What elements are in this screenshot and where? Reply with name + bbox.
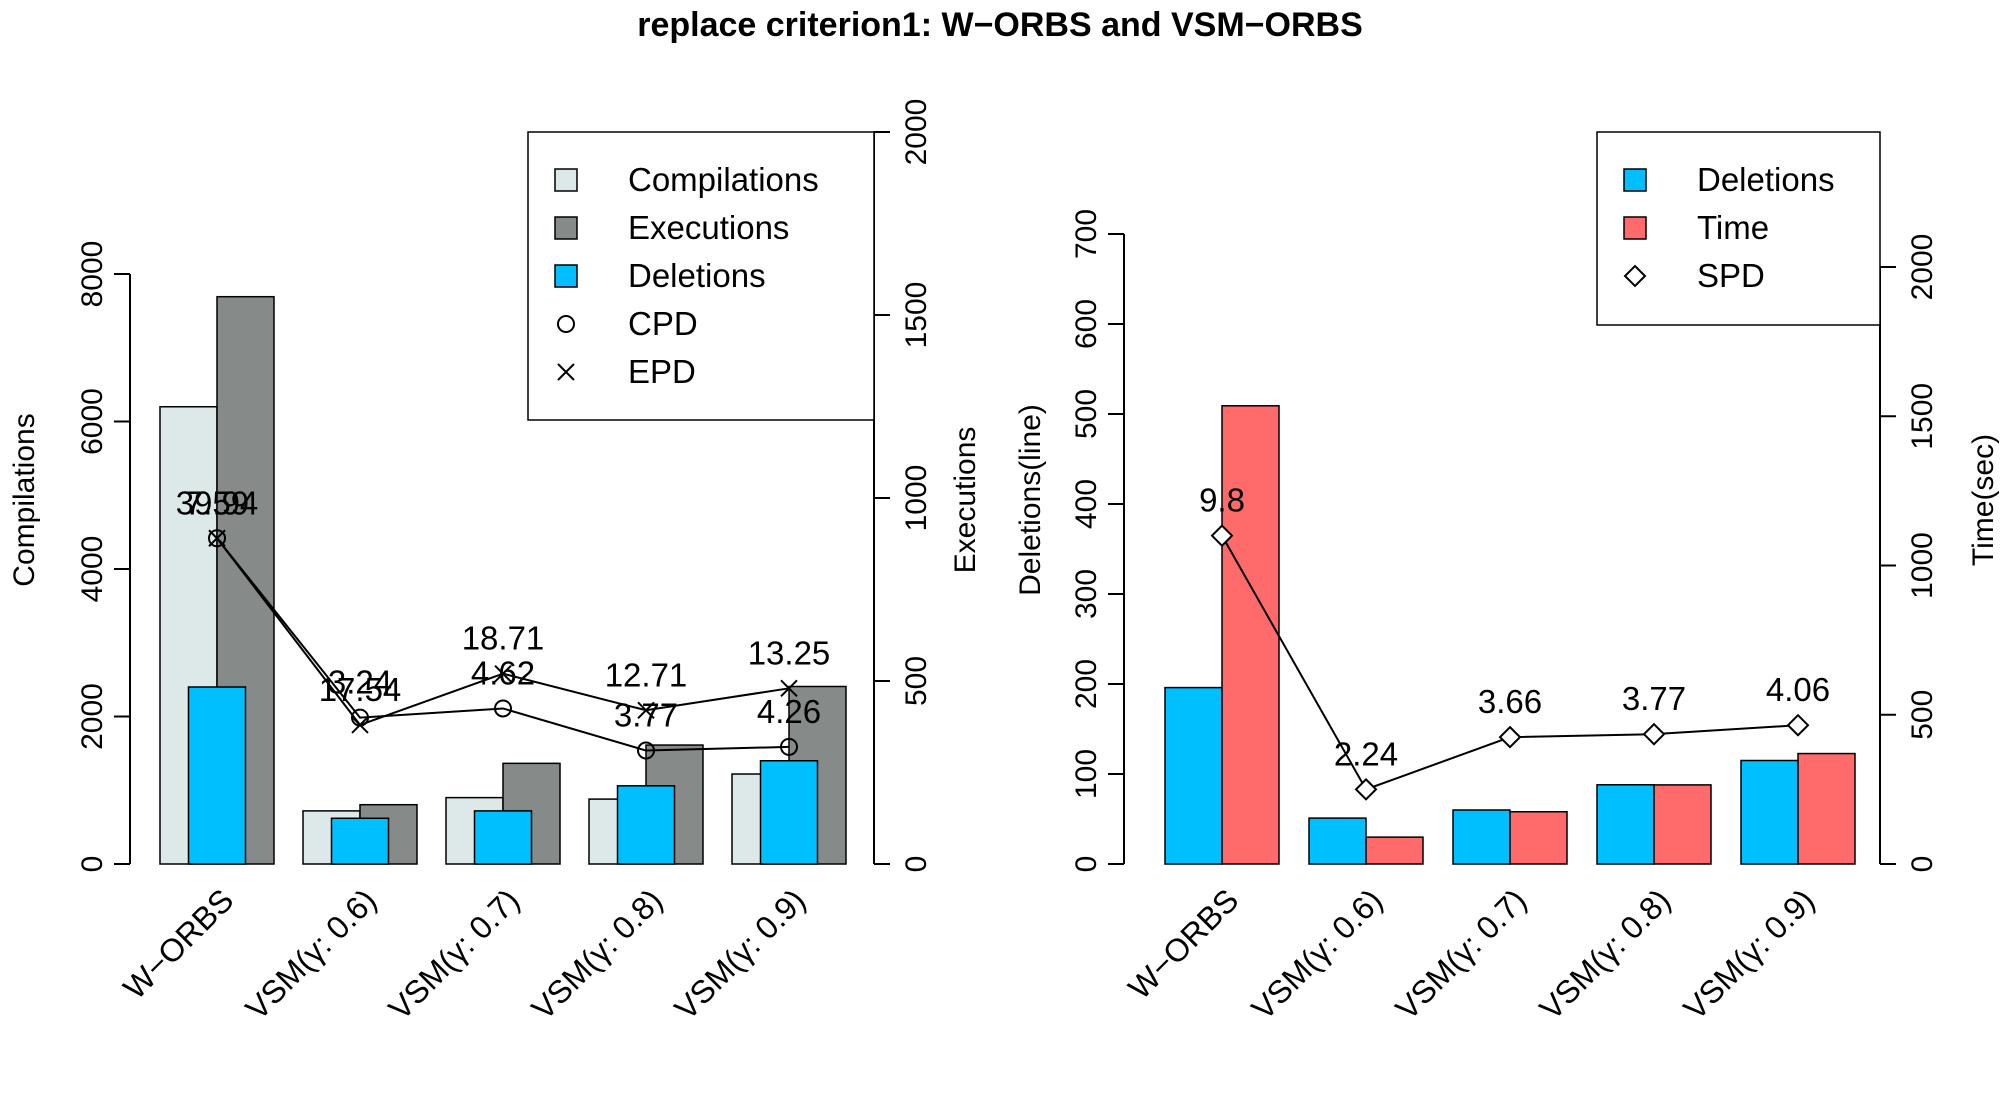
bar-time: [1797, 752, 1856, 865]
bar-deletions: [759, 760, 819, 865]
spd-marker: [1786, 713, 1810, 737]
y-tick-label-right: 1000: [1906, 532, 1939, 599]
cpd-marker: [780, 737, 798, 756]
y-tick-label-left: 2000: [76, 683, 109, 750]
cpd-data-label: 3.24: [328, 664, 392, 701]
legend-box: [527, 131, 875, 421]
bar-deletions: [616, 785, 676, 865]
y-tick-label-left: 0: [1070, 856, 1103, 873]
y-tick-label-right: 1500: [1906, 383, 1939, 450]
cpd-marker: [494, 699, 512, 718]
bar-deletions: [187, 686, 247, 865]
y-tick-label-right: 1500: [900, 282, 933, 349]
y-tick-label-left: 6000: [76, 388, 109, 455]
epd-data-label: 18.71: [462, 620, 545, 657]
epd-marker: [208, 529, 226, 547]
legend-executions-swatch: [554, 216, 578, 240]
x-tick-label: VSM(γ: 0.7): [1388, 882, 1533, 1027]
y-axis-label-right: Executions: [949, 427, 982, 574]
y-tick-label-left: 4000: [76, 536, 109, 603]
y-axis-label-right: Time(sec): [1967, 434, 2000, 566]
bar-deletions: [1308, 817, 1367, 865]
legend-deletions-swatch: [1623, 168, 1647, 192]
spd-marker: [1642, 722, 1666, 746]
bar-deletions: [1596, 784, 1655, 865]
chart-title: replace criterion1: W−ORBS and VSM−ORBS: [637, 6, 1363, 44]
cpd-marker: [208, 529, 226, 548]
cpd-marker: [637, 741, 655, 760]
y-tick-label-left: 8000: [76, 241, 109, 308]
y-tick-label-left: 300: [1070, 569, 1103, 619]
bar-time: [1653, 784, 1712, 865]
y-tick-label-right: 500: [1906, 690, 1939, 740]
epd-marker: [351, 716, 369, 734]
bar-deletions: [1164, 686, 1223, 865]
legend-epd-label: EPD: [628, 353, 696, 390]
y-tick-label-left: 700: [1070, 209, 1103, 259]
spd-data-label: 3.77: [1622, 680, 1686, 717]
legend-executions-label: Executions: [628, 209, 789, 246]
x-tick-label: VSM(γ: 0.8): [1532, 882, 1677, 1027]
legend-deletions-label: Deletions: [628, 257, 766, 294]
legend-compilations-label: Compilations: [628, 161, 819, 198]
bar-deletions: [330, 817, 390, 865]
legend-time-label: Time: [1697, 209, 1769, 246]
cpd-data-label: 7.59: [185, 484, 249, 521]
y-tick-label-left: 600: [1070, 299, 1103, 349]
y-tick-label-right: 0: [1906, 856, 1939, 873]
x-tick-label: W−ORBS: [1121, 882, 1245, 1006]
x-tick-label: VSM(γ: 0.9): [1676, 882, 1821, 1027]
y-tick-label-left: 400: [1070, 479, 1103, 529]
legend-spd-icon: [1623, 264, 1647, 288]
y-tick-label-right: 0: [900, 856, 933, 873]
y-tick-label-right: 500: [900, 656, 933, 706]
bar-deletions: [1452, 809, 1511, 865]
epd-marker: [494, 664, 512, 683]
epd-marker: [780, 679, 798, 698]
epd-data-label: 12.71: [605, 656, 688, 693]
y-tick-label-right: 1000: [900, 465, 933, 532]
cpd-data-label: 3.77: [614, 697, 678, 734]
bar-time: [1221, 405, 1280, 865]
y-tick-label-left: 200: [1070, 659, 1103, 709]
bar-time: [1365, 836, 1424, 865]
legend-cpd-icon: [557, 315, 575, 333]
spd-marker: [1498, 725, 1522, 749]
y-tick-label-left: 500: [1070, 389, 1103, 439]
y-axis-label-left: Deletions(line): [1014, 404, 1047, 596]
y-tick-label-right: 2000: [1906, 234, 1939, 301]
epd-data-label: 13.25: [748, 634, 831, 671]
y-tick-label-left: 100: [1070, 749, 1103, 799]
line-spd: [1221, 535, 1799, 791]
epd-data-label: 39.94: [176, 484, 259, 521]
legend-epd-icon: [557, 363, 575, 381]
bar-time: [1509, 811, 1568, 865]
legend-time-swatch: [1623, 216, 1647, 240]
legend-compilations-swatch: [554, 168, 578, 192]
legend-cpd-label: CPD: [628, 305, 698, 342]
spd-data-label: 2.24: [1334, 735, 1398, 772]
bar-deletions: [1740, 759, 1799, 865]
y-axis-label-left: Compilations: [8, 413, 41, 586]
spd-marker: [1354, 777, 1378, 801]
bar-deletions: [473, 810, 533, 865]
spd-data-label: 4.06: [1766, 671, 1830, 708]
line-cpd: [216, 537, 790, 752]
legend-deletions-swatch: [554, 264, 578, 288]
cpd-data-label: 4.26: [757, 693, 821, 730]
spd-data-label: 3.66: [1478, 683, 1542, 720]
legend-deletions-label: Deletions: [1697, 161, 1835, 198]
epd-data-label: 17.54: [319, 671, 402, 708]
epd-marker: [637, 701, 655, 719]
spd-marker: [1210, 524, 1234, 548]
spd-data-label: 9.8: [1199, 482, 1245, 519]
x-tick-label: VSM(γ: 0.6): [1244, 882, 1389, 1027]
y-tick-label-left: 0: [76, 856, 109, 873]
legend-spd-label: SPD: [1697, 257, 1765, 294]
y-tick-label-right: 2000: [900, 99, 933, 166]
